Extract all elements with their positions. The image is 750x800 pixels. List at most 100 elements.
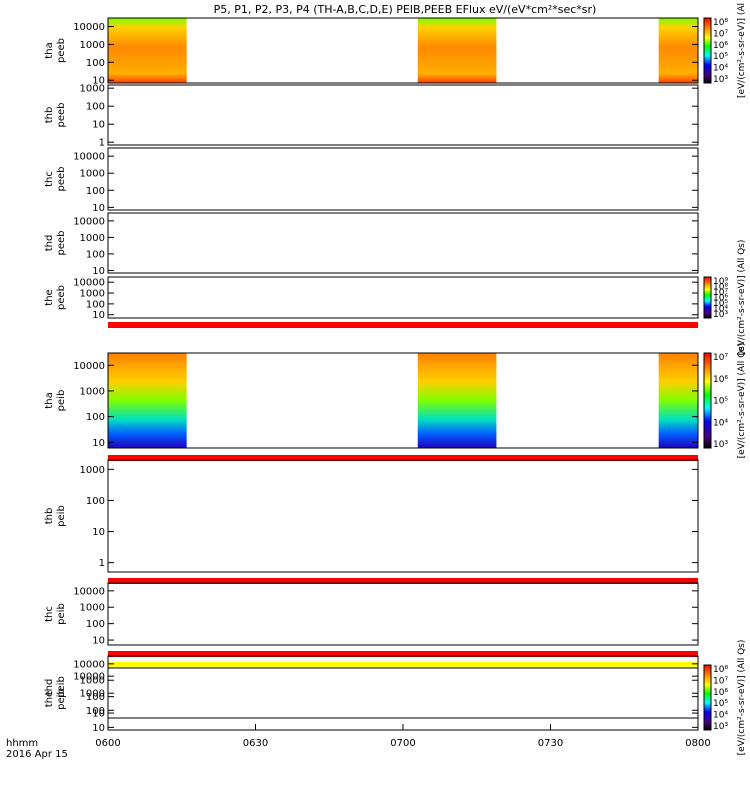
colorbar-label: [eV/(cm²-s-sr-eV)] (All Qs) (737, 240, 747, 356)
panel-probe-label: thd (44, 235, 55, 252)
x-tick-label: 0630 (243, 738, 268, 749)
panel-product-label: peib (56, 688, 67, 710)
figure-title: P5, P1, P2, P3, P4 (TH-A,B,C,D,E) PEIB,P… (214, 3, 597, 16)
panel-frame (107, 582, 699, 646)
panel-frame (107, 17, 699, 84)
panel-thd-peeb: 10000 1000 100 10 thd peeb (44, 212, 699, 277)
y-tick-label: 10000 (73, 278, 105, 289)
panel-product-label: peeb (56, 103, 67, 128)
panel-tha-peib: 10000 1000 100 10 tha peib (44, 352, 699, 461)
y-tick-label: 10000 (73, 22, 105, 33)
colorbar-scale (703, 664, 712, 731)
colorbar-tick-label: 10⁵ (713, 699, 728, 709)
y-tick-label: 1000 (80, 689, 105, 700)
y-tick-label: 1000 (80, 465, 105, 476)
y-tick-label: 100 (86, 619, 105, 630)
colorbar-tick-label: 10⁴ (713, 64, 728, 74)
spectrogram-block (417, 353, 497, 448)
colorbar-tick-label: 10⁴ (713, 711, 728, 721)
y-tick-label: 10000 (73, 152, 105, 163)
panel-probe-label: thd (44, 679, 55, 696)
band-yellow (108, 662, 698, 668)
y-tick-label: 10000 (73, 361, 105, 372)
y-tick-label: 1 (99, 138, 105, 149)
panel-probe-label: thb (44, 508, 55, 525)
spectrogram-block (108, 353, 187, 448)
y-tick-label: 1000 (80, 169, 105, 180)
colorbar-tick-label: 10⁵ (713, 52, 728, 62)
panel-product-label: peeb (56, 231, 67, 256)
y-tick-label: 1000 (80, 289, 105, 300)
colorbar-label: [eV/(cm²-s-sr-eV)] (All Qs) (737, 343, 747, 459)
band-red (108, 455, 698, 461)
panel-product-label: peib (56, 676, 67, 698)
band-red (108, 651, 698, 657)
x-tick-label: 0700 (390, 738, 415, 749)
panel-frame (107, 459, 699, 573)
colorbar-label: [eV/(cm²-s-sr-eV)] (Al (737, 3, 747, 98)
colorbar-tick-label: 10⁵ (713, 299, 728, 309)
panel-probe-label: the (44, 691, 55, 707)
y-tick-label: 10 (92, 527, 105, 538)
band-red (108, 578, 698, 584)
y-tick-label: 10 (92, 438, 105, 449)
x-tick-label: 0600 (95, 738, 120, 749)
spectrogram-block (658, 18, 698, 83)
colorbar-tick-label: 10⁴ (713, 418, 728, 428)
colorbar-tick-label: 10⁹ (713, 277, 728, 287)
colorbar-tick-label: 10⁶ (713, 375, 728, 385)
panel-thc-peeb: 10000 1000 100 10 thc peeb (44, 147, 699, 214)
panel-tha-peeb: 10000 1000 100 10 tha peeb (44, 17, 699, 87)
colorbar-tick-label: 10⁷ (713, 288, 728, 298)
y-tick-label: 10 (92, 76, 105, 87)
y-tick-label: 1 (99, 558, 105, 569)
colorbar-tick-label: 10⁸ (713, 283, 728, 293)
panel-product-label: peeb (56, 38, 67, 63)
colorbar-tick-label: 10⁸ (713, 18, 728, 28)
colorbar-scale (703, 276, 712, 319)
y-tick-label: 10000 (73, 216, 105, 227)
colorbar-tick-label: 10⁵ (713, 397, 728, 407)
colorbar-tick-label: 10⁷ (713, 353, 728, 363)
x-tick-label: 0730 (538, 738, 563, 749)
y-tick-label: 10000 (73, 659, 105, 670)
colorbar-tick-label: 10⁷ (713, 29, 728, 39)
colorbar-tick-label: 10³ (713, 310, 728, 320)
colorbar-tick-label: 10³ (713, 722, 728, 732)
spectrogram-block (108, 18, 187, 83)
panel-thb-peeb: 1000 100 10 1 thb peeb (44, 84, 699, 149)
y-tick-label: 10 (92, 266, 105, 277)
y-tick-label: 1000 (80, 603, 105, 614)
panel-thb-peib: 1000 100 10 1 thb peib (44, 459, 699, 584)
colorbar-tick-label: 10⁶ (713, 688, 728, 698)
panel-frame (107, 667, 699, 731)
panel-probe-label: thb (44, 107, 55, 124)
panel-product-label: peeb (56, 285, 67, 310)
y-tick-label: 10 (92, 723, 105, 734)
panel-frame (107, 212, 699, 274)
colorbar-tick-label: 10³ (713, 75, 728, 85)
colorbar-tick-label: 10⁴ (713, 305, 728, 315)
spectrogram-block (658, 353, 698, 448)
colorbar-tick-label: 10⁸ (713, 665, 728, 675)
y-tick-label: 10 (92, 203, 105, 214)
panel-probe-label: thc (44, 606, 55, 622)
y-tick-label: 10000 (73, 672, 105, 683)
y-tick-label: 10 (92, 709, 105, 720)
y-tick-label: 10 (92, 310, 105, 321)
colorbar-tick-label: 10³ (713, 440, 728, 450)
colorbar-tick-label: 10⁶ (713, 294, 728, 304)
y-tick-label: 10 (92, 636, 105, 647)
panel-probe-label: tha (44, 42, 55, 58)
y-tick-label: 100 (86, 706, 105, 717)
x-axis-label-date: 2016 Apr 15 (6, 749, 68, 760)
y-tick-label: 1000 (80, 386, 105, 397)
y-tick-label: 100 (86, 692, 105, 703)
